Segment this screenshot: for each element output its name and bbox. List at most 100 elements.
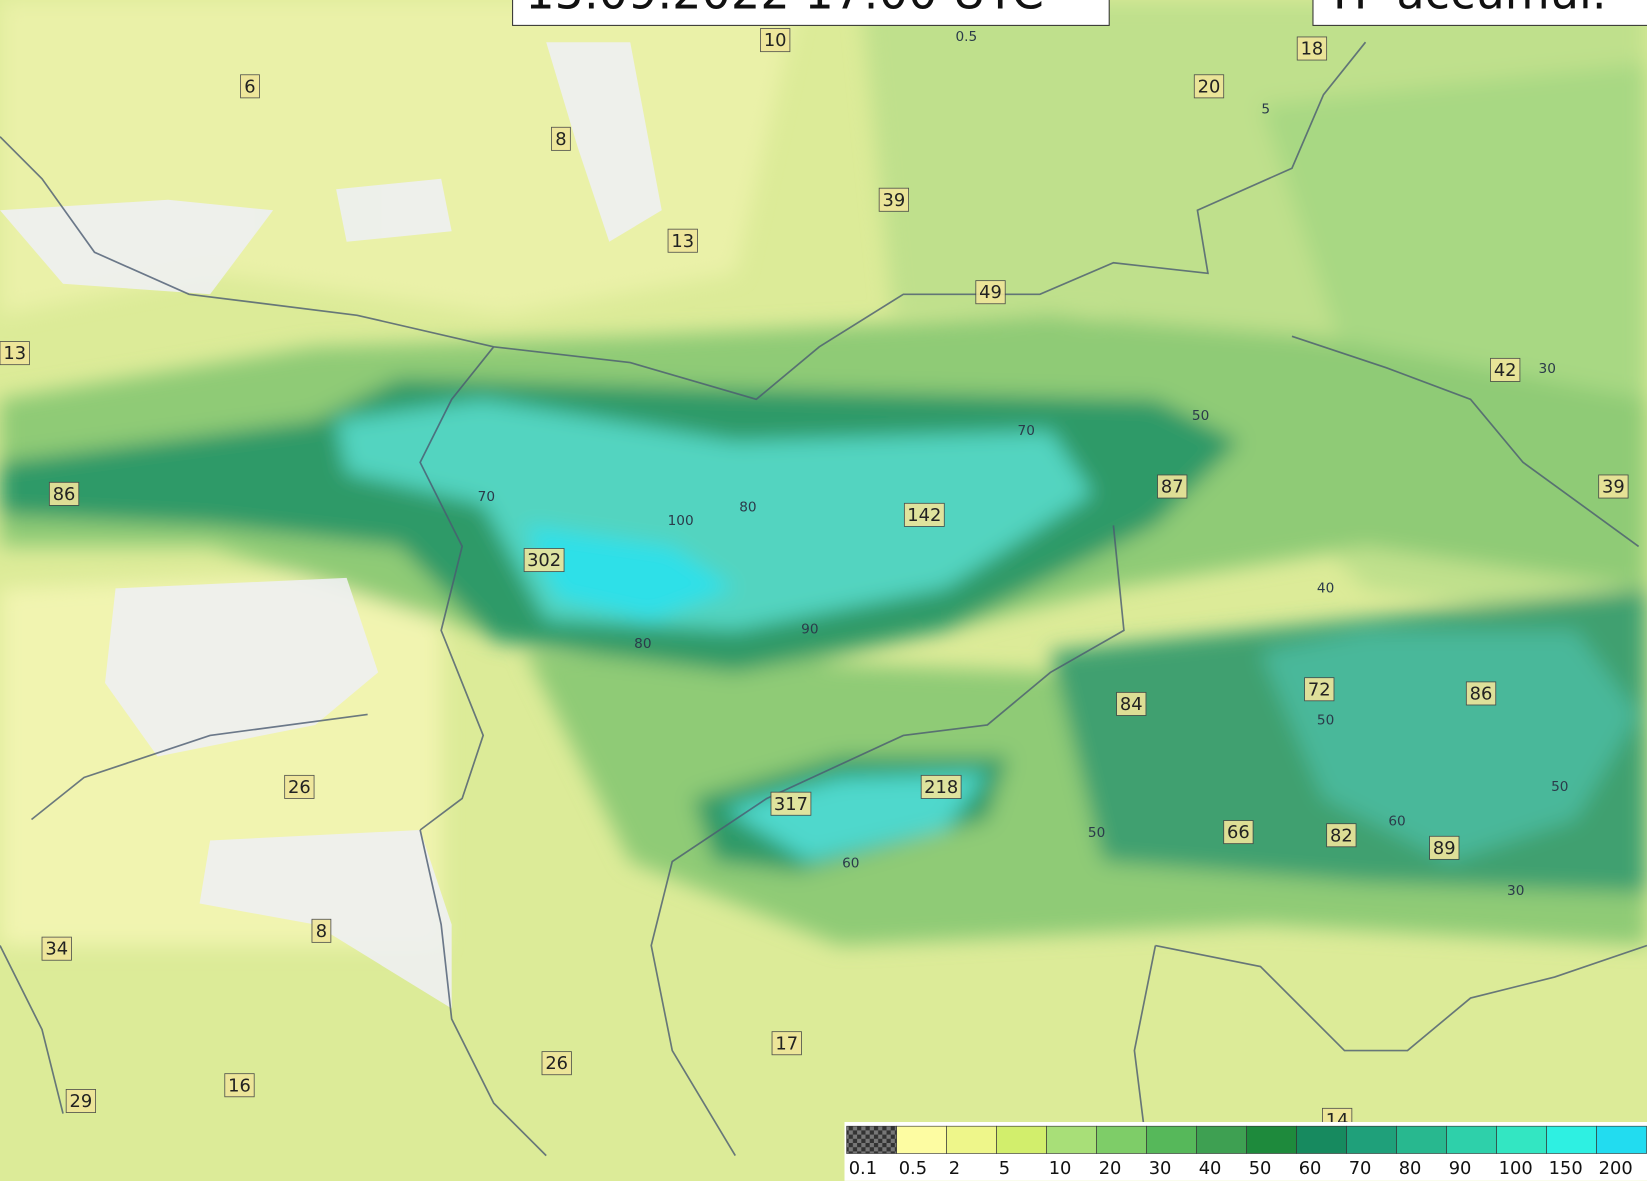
- station-value: 86: [1470, 683, 1493, 704]
- station-value: 8: [316, 921, 327, 942]
- legend-tick-label: 2: [949, 1158, 960, 1179]
- station-value: 13: [671, 231, 694, 252]
- station-box: [975, 280, 1006, 305]
- legend-tick-label: 50: [1249, 1158, 1272, 1179]
- legend-tick-label: 5: [999, 1158, 1010, 1179]
- station-box: [65, 1089, 97, 1113]
- station-value: 39: [1602, 477, 1625, 498]
- station-box: [1296, 36, 1328, 61]
- station-value: 49: [979, 282, 1002, 303]
- map-title: 15.09.2022 17:00 UTC: [525, 0, 1044, 19]
- station-box: [1326, 823, 1357, 848]
- station-box: [541, 1051, 572, 1076]
- station-box: [1116, 691, 1147, 716]
- legend-tick-label: 0.1: [849, 1158, 877, 1179]
- station-box: [41, 936, 72, 961]
- contour-label: 5: [1261, 101, 1270, 117]
- contour-label: 30: [1539, 361, 1556, 377]
- station-box: [48, 481, 80, 506]
- contour-label: 70: [478, 489, 495, 505]
- station-value: 302: [527, 550, 561, 571]
- station-value: 18: [1301, 39, 1324, 60]
- legend-swatch: [1046, 1125, 1097, 1154]
- station-value: 66: [1227, 822, 1250, 843]
- station-box: [1157, 474, 1188, 499]
- contour-label: 80: [634, 636, 651, 652]
- station-value: 39: [883, 190, 906, 211]
- legend-swatch: [1196, 1125, 1247, 1154]
- station-value: 16: [228, 1075, 251, 1096]
- station-box: [1490, 357, 1521, 382]
- contour-label: 80: [739, 500, 756, 516]
- legend-swatch: [1596, 1125, 1647, 1154]
- legend-tick-label: 200: [1599, 1158, 1633, 1179]
- station-box: [903, 502, 945, 527]
- contour-label: 50: [1317, 713, 1334, 729]
- legend-tick-label: 90: [1449, 1158, 1472, 1179]
- station-value: 84: [1120, 694, 1143, 715]
- station-box: [311, 918, 332, 943]
- station-box: [1429, 835, 1460, 860]
- legend-tick-label: 30: [1149, 1158, 1172, 1179]
- contour-labels: 70 100 80 80 90 50 50 60 50 30 0.5 5 70 60 50 30 40: [478, 29, 1569, 899]
- contour-label: 30: [1507, 883, 1524, 899]
- contour-label: 0.5: [956, 29, 978, 45]
- station-value: 218: [924, 777, 958, 798]
- station-box: [771, 1031, 802, 1056]
- station-value: 17: [775, 1033, 798, 1054]
- legend-swatch: [1246, 1125, 1297, 1154]
- station-value: 20: [1198, 76, 1221, 97]
- contour-label: 40: [1317, 580, 1334, 596]
- station-value: 26: [545, 1053, 568, 1074]
- legend-swatch: [1446, 1125, 1497, 1154]
- station-box: [667, 228, 698, 253]
- station-value: 42: [1494, 360, 1517, 381]
- map-subtitle: TP accumul.: [1325, 0, 1607, 19]
- legend-swatch: [1496, 1125, 1547, 1154]
- subtitle-box: TP accumul.: [1312, 0, 1647, 26]
- station-value: 8: [555, 129, 566, 150]
- station-value: 72: [1308, 679, 1331, 700]
- legend-swatch: [1396, 1125, 1447, 1154]
- station-box: [1223, 820, 1254, 845]
- station-value: 34: [45, 939, 68, 960]
- station-value: 87: [1161, 477, 1184, 498]
- station-value: 6: [244, 76, 255, 97]
- legend-swatch: [1146, 1125, 1197, 1154]
- station-box: [1598, 474, 1629, 499]
- station-box: [760, 28, 791, 53]
- contour-label: 50: [1088, 825, 1105, 841]
- legend: 0.1 0.5 2 5 10 20 30 40 50 60 70 80 90 100 150 200: [844, 1121, 1647, 1181]
- legend-tick-label: 60: [1299, 1158, 1322, 1179]
- legend-swatch: [1546, 1125, 1597, 1154]
- station-box: [770, 791, 812, 816]
- station-value: 26: [288, 777, 311, 798]
- legend-swatch: [996, 1125, 1047, 1154]
- legend-swatch: [1346, 1125, 1397, 1154]
- legend-tick-label: 70: [1349, 1158, 1372, 1179]
- station-box: [1465, 681, 1497, 706]
- legend-tick-label: 150: [1549, 1158, 1583, 1179]
- contour-label: 50: [1551, 779, 1568, 795]
- legend-tick-label: 0.5: [899, 1158, 927, 1179]
- station-value: 13: [3, 343, 26, 364]
- contour-label: 100: [668, 513, 694, 529]
- station-box: [0, 341, 30, 366]
- legend-swatch: [946, 1125, 997, 1154]
- contour-label: 60: [1388, 814, 1405, 830]
- station-box: [920, 774, 962, 799]
- station-box: [523, 548, 565, 573]
- legend-tick-label: 10: [1049, 1158, 1072, 1179]
- contour-label: 60: [842, 856, 859, 872]
- contour-label: 50: [1192, 408, 1209, 424]
- legend-tick-label: 20: [1099, 1158, 1122, 1179]
- legend-tick-label: 80: [1399, 1158, 1422, 1179]
- station-labels: 6 10 18 20 8 39 13 13 49 42 86 87 39 142 302 72 86 84 218 3…: [0, 28, 1629, 1132]
- legend-tick-label: 100: [1499, 1158, 1533, 1179]
- contour-label: 90: [801, 621, 818, 637]
- legend-swatch: [1096, 1125, 1147, 1154]
- legend-swatch: [896, 1125, 947, 1154]
- station-value: 29: [70, 1091, 93, 1112]
